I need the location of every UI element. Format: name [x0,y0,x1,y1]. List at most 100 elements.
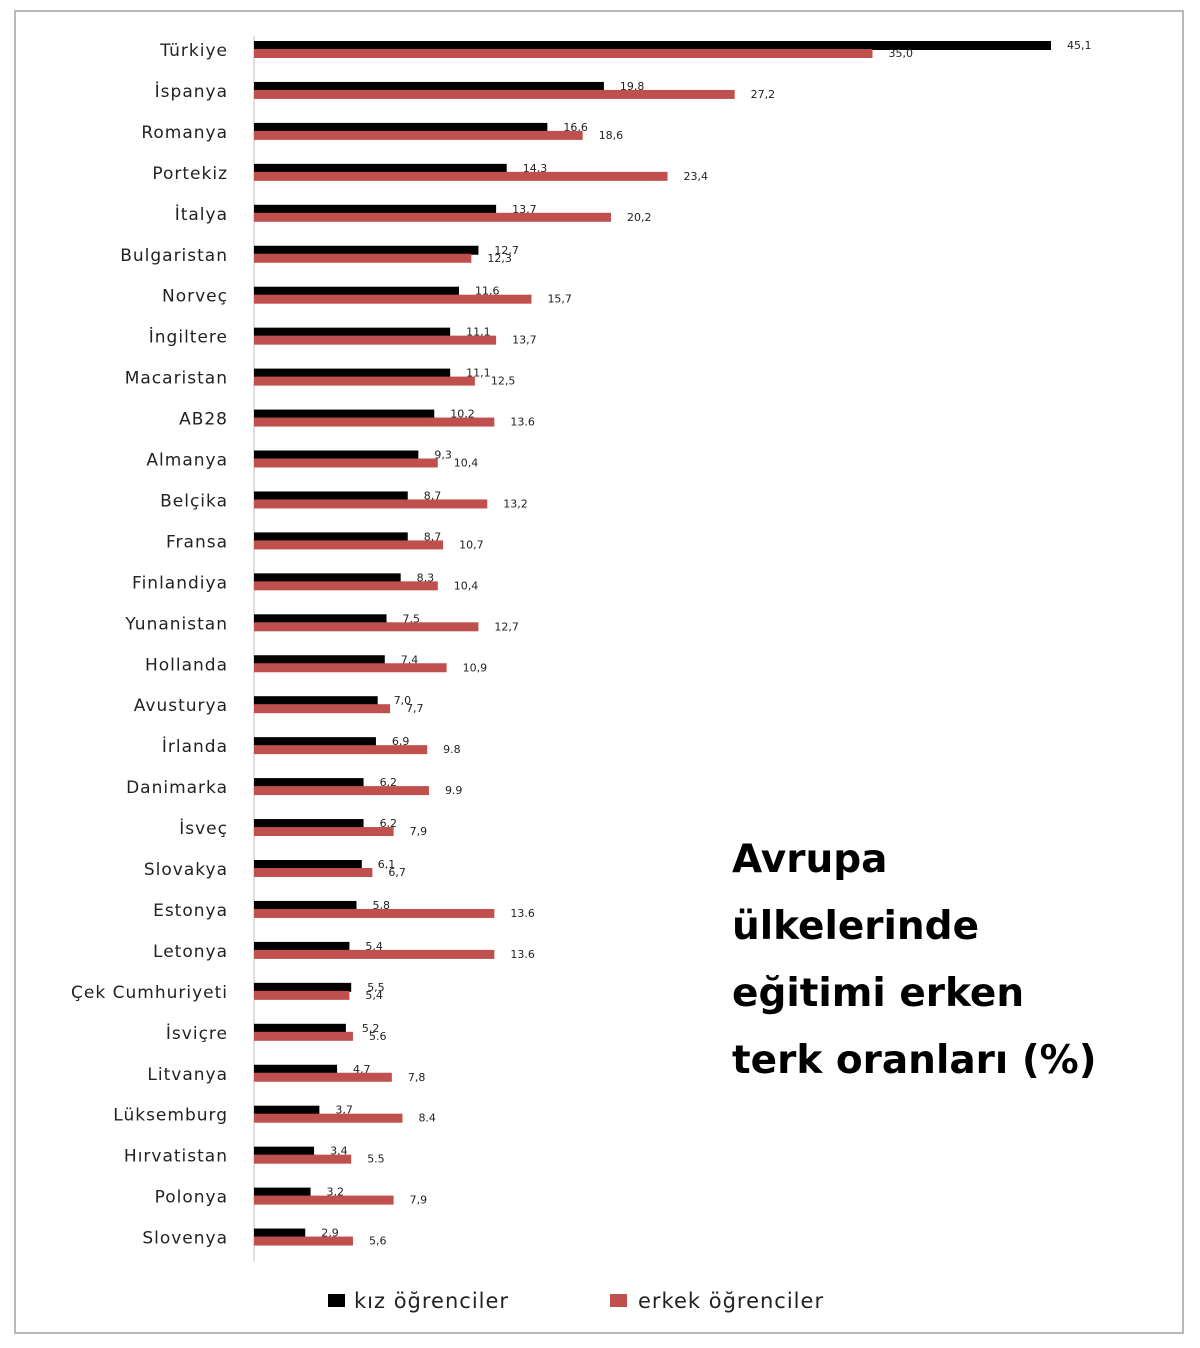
data-label: 12,7 [494,244,519,257]
bar-erkek [254,130,583,140]
bar-kiz [254,778,364,788]
data-label: 7,4 [401,653,419,666]
data-label: 5.5 [367,1153,385,1166]
data-label: 19,8 [620,80,645,93]
bar-kiz [254,819,364,829]
category-label: İspanya [155,81,228,102]
bar-kiz [254,573,401,583]
data-label: 7,0 [394,694,412,707]
bar-kiz [254,368,451,378]
data-label: 10,4 [454,457,479,470]
data-label: 23,4 [684,170,709,183]
data-label: 2,9 [321,1227,339,1240]
bar-kiz [254,450,419,460]
legend-label-kiz: kız öğrenciler [354,1289,509,1313]
bar-kiz [254,941,350,951]
data-label: 12,7 [494,620,519,633]
bar-kiz [254,491,408,501]
bar-erkek [254,49,873,58]
bar-kiz [254,737,376,747]
bar-erkek [254,212,611,222]
chart-frame [14,10,1184,1334]
bar-erkek [254,949,495,959]
category-label: Türkiye [159,41,228,61]
bar-erkek [254,663,447,673]
bar-erkek [254,499,488,509]
bar-kiz [254,1064,338,1074]
data-label: 5,4 [365,940,383,953]
data-label: 13.6 [510,948,535,961]
category-label: Litvanya [147,1065,228,1085]
data-label: 9.8 [443,743,461,756]
data-label: 5,4 [365,989,383,1002]
data-label: 14,3 [523,162,548,175]
bar-kiz [254,286,459,296]
bar-kiz [254,532,408,542]
data-label: 8.4 [418,1112,436,1125]
title-line: ülkelerinde [732,904,980,949]
data-label: 45,1 [1067,39,1092,52]
category-label: Almanya [146,451,228,471]
data-label: 13,7 [512,203,537,216]
data-label: 8,3 [417,571,435,584]
bar-erkek [254,990,350,1000]
data-label: 6,1 [378,858,396,871]
bar-erkek [254,704,391,714]
bar-erkek [254,1072,392,1082]
category-label: Polonya [155,1188,228,1208]
data-label: 7,7 [406,702,424,715]
category-label: Slovenya [142,1229,228,1249]
data-label: 16,6 [563,121,588,134]
category-label: Avusturya [134,696,228,716]
data-label: 7,9 [410,825,428,838]
category-label: Norveç [162,287,228,307]
legend-swatch-erkek [610,1294,627,1307]
bar-erkek [254,294,532,304]
category-label: Estonya [153,901,228,921]
data-label: 35,0 [889,47,914,60]
data-label: 11,6 [475,285,500,298]
bar-erkek [254,171,668,181]
bar-kiz [254,163,507,173]
title-line: terk oranları (%) [732,1038,1097,1083]
category-label: Romanya [141,123,228,143]
bar-erkek [254,335,497,345]
bar-erkek [254,581,438,591]
category-label: Lüksemburg [113,1106,228,1126]
bar-erkek [254,376,475,386]
bar-kiz [254,655,385,665]
data-label: 15,7 [547,293,572,306]
category-label: Bulgaristan [120,246,228,266]
data-label: 10,9 [463,661,488,674]
bar-erkek [254,1236,353,1246]
data-label: 10,4 [454,579,479,592]
bar-kiz [254,1023,346,1033]
category-label: İngiltere [149,327,228,348]
category-label: Macaristan [125,369,228,389]
data-label: 4,7 [353,1063,371,1076]
bar-kiz [254,860,362,869]
category-label: Slovakya [144,860,228,880]
category-label: Hırvatistan [124,1147,228,1167]
data-label: 7,8 [408,1071,426,1084]
category-label: Portekiz [152,164,228,184]
bar-kiz [254,614,387,624]
data-label: 13.6 [510,416,535,429]
bar-erkek [254,253,472,263]
data-label: 5,6 [369,1235,387,1248]
data-label: 6,2 [380,817,398,830]
legend-label-erkek: erkek öğrenciler [638,1289,824,1313]
bar-kiz [254,41,1051,50]
bar-erkek [254,1031,353,1041]
bar-erkek [254,745,428,755]
category-label: İtalya [175,204,228,225]
category-label: Yunanistan [124,614,228,634]
chart-title: Avrupa ülkelerinde eğitimi erken terk oranl… [732,826,1152,1094]
bar-kiz [254,1146,315,1156]
bar-kiz [254,1228,306,1238]
category-label: İsviçre [166,1023,228,1044]
bar-kiz [254,81,604,91]
title-line: eğitimi erken [732,971,1025,1016]
bar-kiz [254,327,451,337]
